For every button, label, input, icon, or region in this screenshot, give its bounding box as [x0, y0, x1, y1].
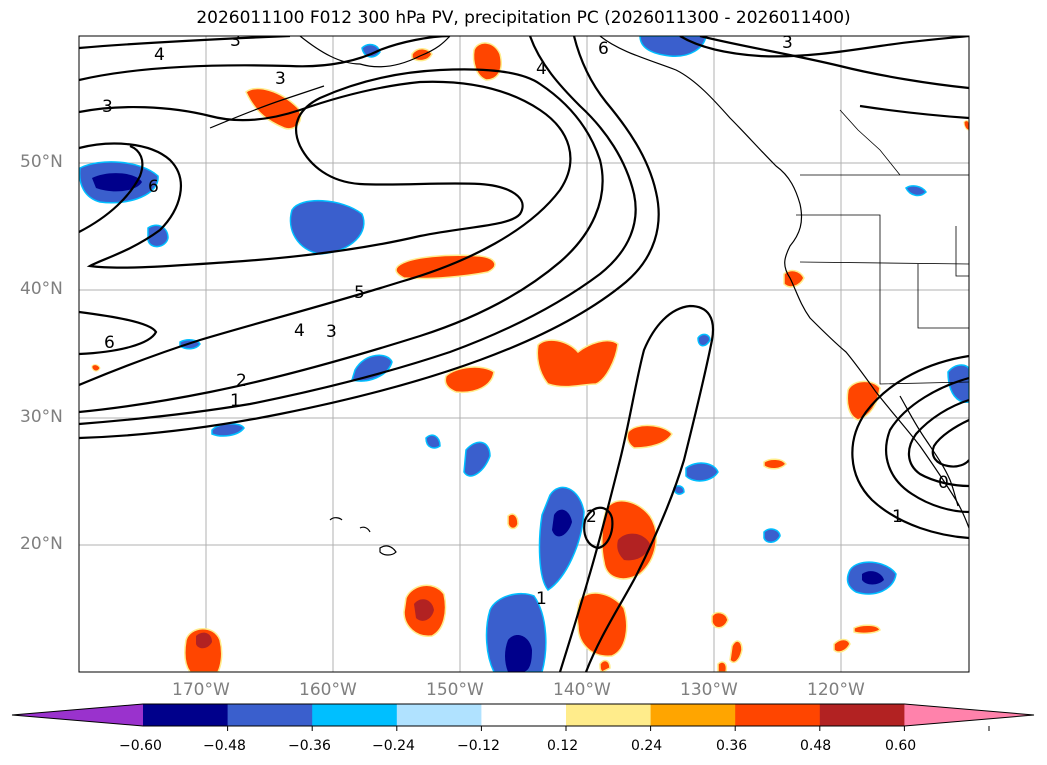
colorbar-segment: [650, 704, 736, 726]
precip-pos-area: [783, 269, 805, 288]
contour-label: 3: [275, 69, 286, 89]
political-borders: [796, 109, 969, 385]
precip-pos-area: [729, 640, 743, 664]
precip-neg-area: [351, 354, 393, 382]
precip-pos-area: [444, 366, 495, 394]
colorbar-segment: [396, 704, 482, 726]
contour-label: 3: [102, 97, 113, 117]
gridlines: [79, 36, 969, 672]
contour-label: 1: [536, 589, 547, 609]
lon-label-160w: 160°W: [299, 680, 357, 700]
precip-pos-area: [853, 624, 881, 635]
precip-pos-area: [245, 87, 302, 130]
contour-label: 1: [230, 391, 241, 411]
contour-label: 2: [586, 507, 597, 527]
contour-label: 2: [236, 371, 247, 391]
colorbar-outline: [11, 703, 1035, 727]
precip-pos-area: [763, 458, 787, 470]
precip-pos-core: [196, 632, 212, 649]
colorbar-tick-label: −0.36: [288, 738, 331, 754]
precip-pos-area: [833, 638, 851, 653]
colorbar-tick-label: 0.12: [547, 738, 579, 754]
precip-neg-area: [538, 486, 585, 591]
precip-neg-area: [905, 185, 927, 197]
colorbar-extend-low: [12, 704, 143, 726]
precip-neg-area: [673, 485, 685, 495]
precip-neg-area: [947, 364, 969, 403]
lat-label-40n: 40°N: [20, 279, 63, 299]
colorbar-segment: [227, 704, 313, 726]
contour-label: 4: [536, 59, 547, 79]
precip-neg-area: [425, 434, 441, 449]
colorbar-tick-label: −0.60: [119, 738, 162, 754]
contour-label: 4: [154, 45, 165, 65]
precip-pos-area: [846, 380, 881, 421]
lon-label-120w: 120°W: [807, 680, 865, 700]
lon-label-140w: 140°W: [553, 680, 611, 700]
contour-label: 0: [938, 473, 949, 493]
lon-label-150w: 150°W: [426, 680, 484, 700]
pv-contours: [79, 36, 969, 672]
colorbar-segment: [566, 704, 652, 726]
contour-labels: 4 3 3 3 6 4 6 3 6 5 4 3 2 1 2 1 0 1: [102, 31, 949, 609]
contour-label: 4: [294, 321, 305, 341]
colorbar-tick-label: −0.48: [203, 738, 246, 754]
colorbar-segment: [735, 704, 821, 726]
precip-neg-area: [763, 528, 781, 543]
precip-shading: [79, 36, 969, 672]
colorbar-tick-label: 0.36: [716, 738, 748, 754]
precip-neg-area: [697, 333, 711, 347]
precip-neg-core: [552, 509, 572, 537]
colorbar-segment: [312, 704, 398, 726]
colorbar-segment: [143, 704, 229, 726]
precip-pos-core: [414, 599, 434, 621]
precip-pos-area: [507, 513, 519, 530]
contour-label: 3: [782, 33, 793, 53]
precip-neg-area: [361, 43, 381, 58]
precip-pos-area: [626, 424, 673, 449]
colorbar: [11, 703, 1035, 731]
contour-label: 5: [354, 283, 365, 303]
precip-pos-area: [472, 42, 502, 81]
lat-label-50n: 50°N: [20, 152, 63, 172]
contour-label: 3: [230, 31, 241, 51]
lat-label-30n: 30°N: [20, 407, 63, 427]
precip-pos-area: [576, 592, 628, 657]
precip-neg-core: [92, 173, 142, 192]
precip-neg-core: [505, 635, 532, 672]
contour-label: 3: [326, 322, 337, 342]
lon-label-130w: 130°W: [680, 680, 738, 700]
colorbar-tick-label: 0.48: [800, 738, 832, 754]
contour-label: 1: [892, 507, 903, 527]
precip-pos-area: [184, 628, 223, 672]
colorbar-extend-high: [904, 704, 1034, 726]
precip-pos-area: [536, 339, 619, 388]
colorbar-tick-label: 0.60: [885, 738, 917, 754]
colorbar-tick-label: 0.24: [631, 738, 663, 754]
precip-neg-area: [463, 441, 491, 477]
precip-pos-area: [963, 120, 969, 131]
colorbar-segment: [819, 704, 905, 726]
colorbar-tick-label: −0.24: [372, 738, 415, 754]
contour-label: 6: [148, 177, 159, 197]
lat-label-20n: 20°N: [20, 534, 63, 554]
precip-pos-core: [617, 533, 650, 561]
colorbar-segment: [481, 704, 567, 726]
precip-pos-area: [711, 611, 729, 629]
lon-label-170w: 170°W: [172, 680, 230, 700]
map-frame: [78, 35, 970, 673]
precip-neg-area: [639, 36, 707, 57]
precip-neg-area: [289, 200, 365, 255]
contour-label: 6: [104, 333, 115, 353]
precip-neg-area: [147, 224, 169, 248]
contour-label: 6: [598, 39, 609, 59]
precip-neg-area: [685, 462, 719, 482]
precip-neg-core: [862, 571, 884, 585]
map-title: 2026011100 F012 300 hPa PV, precipitatio…: [196, 8, 851, 28]
precip-pos-area: [717, 661, 728, 672]
precip-pos-area: [599, 659, 611, 672]
precip-pos-area: [91, 364, 101, 372]
colorbar-tick-label: −0.12: [457, 738, 500, 754]
